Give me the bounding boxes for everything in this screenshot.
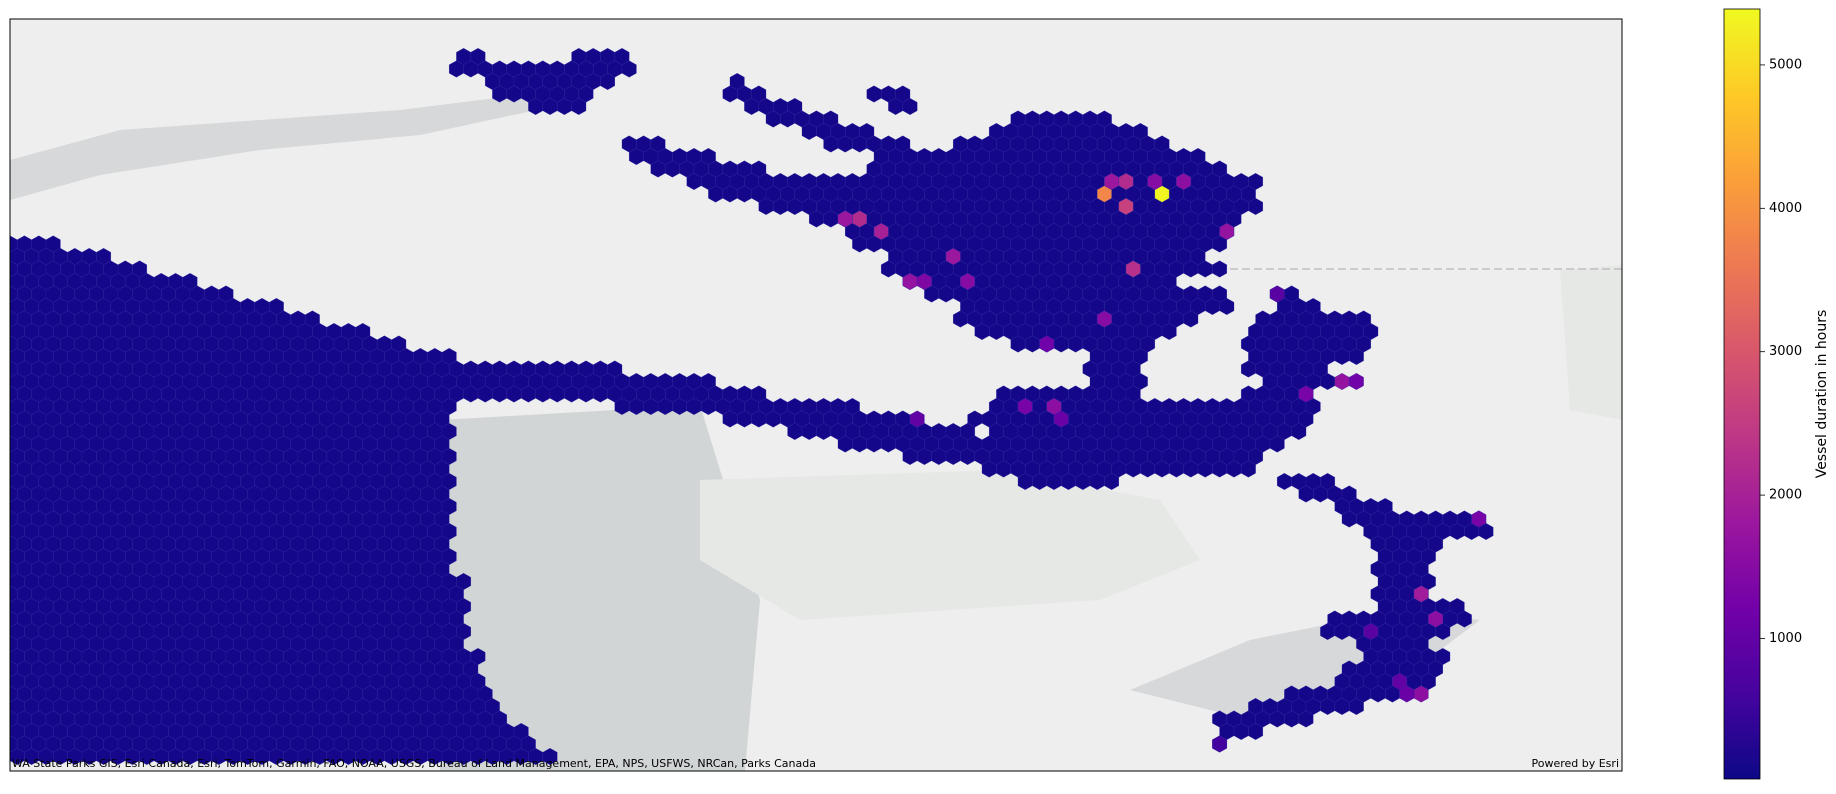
basemap bbox=[10, 19, 1622, 771]
hex-cell bbox=[571, 98, 587, 115]
water bbox=[440, 405, 760, 771]
hex-cell bbox=[1104, 173, 1119, 190]
hex-cell bbox=[873, 223, 889, 240]
credit: Powered by Esri bbox=[1531, 757, 1619, 770]
hex-cell bbox=[1017, 398, 1033, 415]
hex-cell bbox=[1269, 285, 1285, 303]
hex-cell bbox=[960, 273, 975, 290]
hex-cell bbox=[909, 410, 925, 428]
colorbar-tick-label: 4000 bbox=[1769, 201, 1802, 216]
hex-cell bbox=[945, 248, 961, 265]
hex-cell bbox=[600, 73, 615, 90]
hex-cell bbox=[1183, 310, 1199, 328]
colorbar-tick-label: 1000 bbox=[1769, 631, 1802, 646]
hex-cell bbox=[1176, 173, 1191, 190]
hex-cell bbox=[1399, 685, 1415, 703]
hex-cell bbox=[852, 210, 867, 228]
colorbar-label: Vessel duration in hours bbox=[1814, 310, 1830, 479]
colorbar-tick-label: 3000 bbox=[1769, 344, 1802, 359]
hex-cell bbox=[1212, 260, 1227, 278]
hex-cell bbox=[1219, 223, 1235, 240]
hex-cell bbox=[1471, 510, 1487, 528]
hex-cell bbox=[621, 60, 637, 78]
colorbar bbox=[1723, 8, 1761, 780]
hex-cell bbox=[1298, 710, 1314, 728]
hex-cell bbox=[1248, 198, 1263, 215]
hexbin-layer bbox=[10, 48, 1494, 765]
hex-cell bbox=[1428, 610, 1443, 628]
hex-cell bbox=[1241, 460, 1256, 478]
hex-cell bbox=[542, 748, 558, 765]
hex-cell bbox=[917, 273, 932, 290]
hex-cell bbox=[1269, 435, 1285, 453]
hex-cell bbox=[1097, 310, 1112, 328]
hex-cell bbox=[1349, 373, 1364, 390]
hex-cell bbox=[1147, 173, 1163, 190]
hex-cell bbox=[1363, 623, 1379, 640]
hex-cell bbox=[1039, 335, 1055, 353]
hex-cell bbox=[1125, 260, 1141, 278]
hex-cell bbox=[902, 98, 918, 115]
hex-cell bbox=[1349, 698, 1364, 715]
colorbar-tick-label: 2000 bbox=[1769, 488, 1802, 503]
hex-cell bbox=[1212, 735, 1227, 753]
hex-cell bbox=[1298, 385, 1314, 403]
park bbox=[700, 470, 1200, 620]
hex-cell bbox=[1053, 410, 1069, 428]
water bbox=[10, 95, 560, 200]
hex-cell bbox=[1219, 298, 1235, 315]
hex-cell bbox=[1248, 723, 1263, 740]
hex-cell bbox=[1291, 423, 1307, 440]
hex-cell bbox=[1457, 610, 1472, 628]
plot-frame bbox=[9, 18, 1623, 772]
hex-cell bbox=[1118, 198, 1134, 215]
colorbar-tick-label: 5000 bbox=[1769, 57, 1802, 72]
hex-cell bbox=[1104, 473, 1119, 490]
park bbox=[1560, 265, 1622, 420]
hex-cell bbox=[1413, 585, 1429, 603]
attribution: WA State Parks GIS, Esri Canada, Esri, T… bbox=[12, 757, 816, 770]
hex-cell bbox=[1349, 348, 1364, 365]
hex-cell bbox=[1161, 323, 1177, 340]
